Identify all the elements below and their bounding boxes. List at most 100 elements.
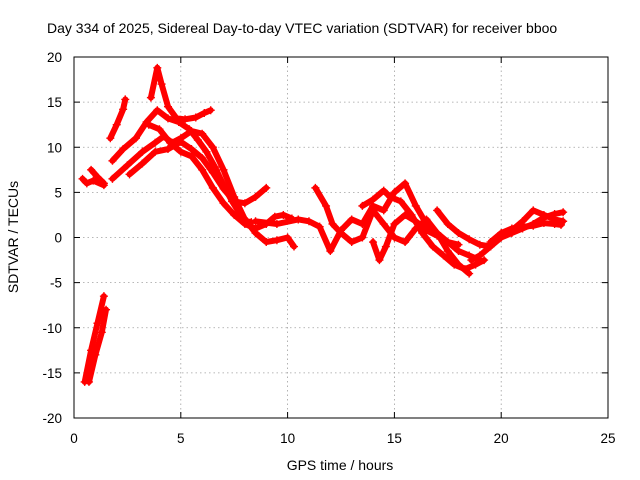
y-tick-label: -20 [42, 411, 62, 426]
series-track-14 [369, 210, 463, 265]
x-tick-label: 20 [494, 431, 509, 446]
data-point [386, 192, 395, 201]
data-point [471, 260, 480, 269]
data-point [99, 179, 108, 188]
data-point [219, 184, 228, 193]
data-point [157, 80, 166, 89]
data-point [87, 165, 96, 174]
series-track-9 [125, 137, 271, 208]
data-point [219, 199, 228, 208]
data-point [475, 240, 484, 249]
series-track-2 [84, 305, 111, 386]
data-point [428, 242, 437, 251]
data-point [153, 63, 162, 72]
data-point [138, 147, 147, 156]
data-point [108, 174, 117, 183]
data-point [93, 173, 102, 182]
data-point [411, 201, 420, 210]
data-point [119, 105, 128, 114]
data-point [272, 219, 281, 228]
data-point [187, 127, 196, 136]
data-point [102, 305, 111, 314]
series-line [370, 211, 462, 264]
data-point [443, 219, 452, 228]
y-tick-label: -5 [50, 276, 62, 291]
series-track-17 [486, 219, 566, 247]
data-point [163, 114, 172, 123]
data-point [322, 201, 331, 210]
series-line [79, 175, 107, 189]
series-track-10 [144, 120, 296, 233]
y-tick-label: -15 [42, 366, 62, 381]
data-point [411, 217, 420, 226]
data-point [191, 113, 200, 122]
data-point [187, 145, 196, 154]
x-tick-label: 15 [387, 431, 402, 446]
data-point [422, 226, 431, 235]
data-point [507, 224, 516, 233]
data-point [262, 183, 271, 192]
data-point [539, 219, 548, 228]
data-point [381, 242, 390, 251]
data-point [557, 220, 566, 229]
data-point [279, 210, 288, 219]
data-point [251, 217, 260, 226]
data-point [294, 215, 303, 224]
data-point [375, 256, 384, 265]
y-axis-label: SDTVAR / TECUs [5, 181, 21, 293]
series-line [81, 293, 107, 385]
data-point [230, 210, 239, 219]
data-point [379, 219, 388, 228]
data-point [151, 138, 160, 147]
data-point [460, 265, 469, 274]
series-track-8 [146, 63, 215, 124]
data-point [475, 251, 484, 260]
data-point [358, 201, 367, 210]
data-point [198, 165, 207, 174]
data-point [198, 129, 207, 138]
data-point [443, 238, 452, 247]
data-point [369, 195, 378, 204]
series-track-13 [358, 186, 489, 274]
data-point [153, 106, 162, 115]
data-point [151, 147, 160, 156]
data-series [78, 63, 568, 386]
data-point [176, 137, 185, 146]
data-point [433, 231, 442, 240]
data-point [78, 174, 87, 183]
data-point [176, 147, 185, 156]
y-axis-tick-labels: -20 -15 -10 -5 0 5 10 15 20 [42, 50, 62, 426]
data-point [369, 238, 378, 247]
data-point [518, 222, 527, 231]
data-point [358, 233, 367, 242]
data-point [208, 183, 217, 192]
data-point [91, 350, 100, 359]
data-point [200, 108, 209, 117]
data-point [89, 176, 98, 185]
series-track-5 [106, 95, 130, 143]
data-point [454, 240, 463, 249]
data-point [401, 179, 410, 188]
data-point [315, 222, 324, 231]
x-tick-label: 10 [280, 431, 295, 446]
x-axis-label: GPS time / hours [287, 457, 394, 473]
data-point [108, 156, 117, 165]
data-point [121, 95, 130, 104]
data-point [422, 215, 431, 224]
data-point [465, 269, 474, 278]
data-point [84, 377, 93, 386]
data-point [304, 217, 313, 226]
data-point [439, 251, 448, 260]
data-point [497, 228, 506, 237]
data-point [529, 206, 538, 215]
data-point [369, 206, 378, 215]
data-point [396, 197, 405, 206]
data-point [97, 328, 106, 337]
data-point [99, 292, 108, 301]
data-point [251, 192, 260, 201]
data-point [125, 170, 134, 179]
data-point [539, 210, 548, 219]
data-point [206, 106, 215, 115]
